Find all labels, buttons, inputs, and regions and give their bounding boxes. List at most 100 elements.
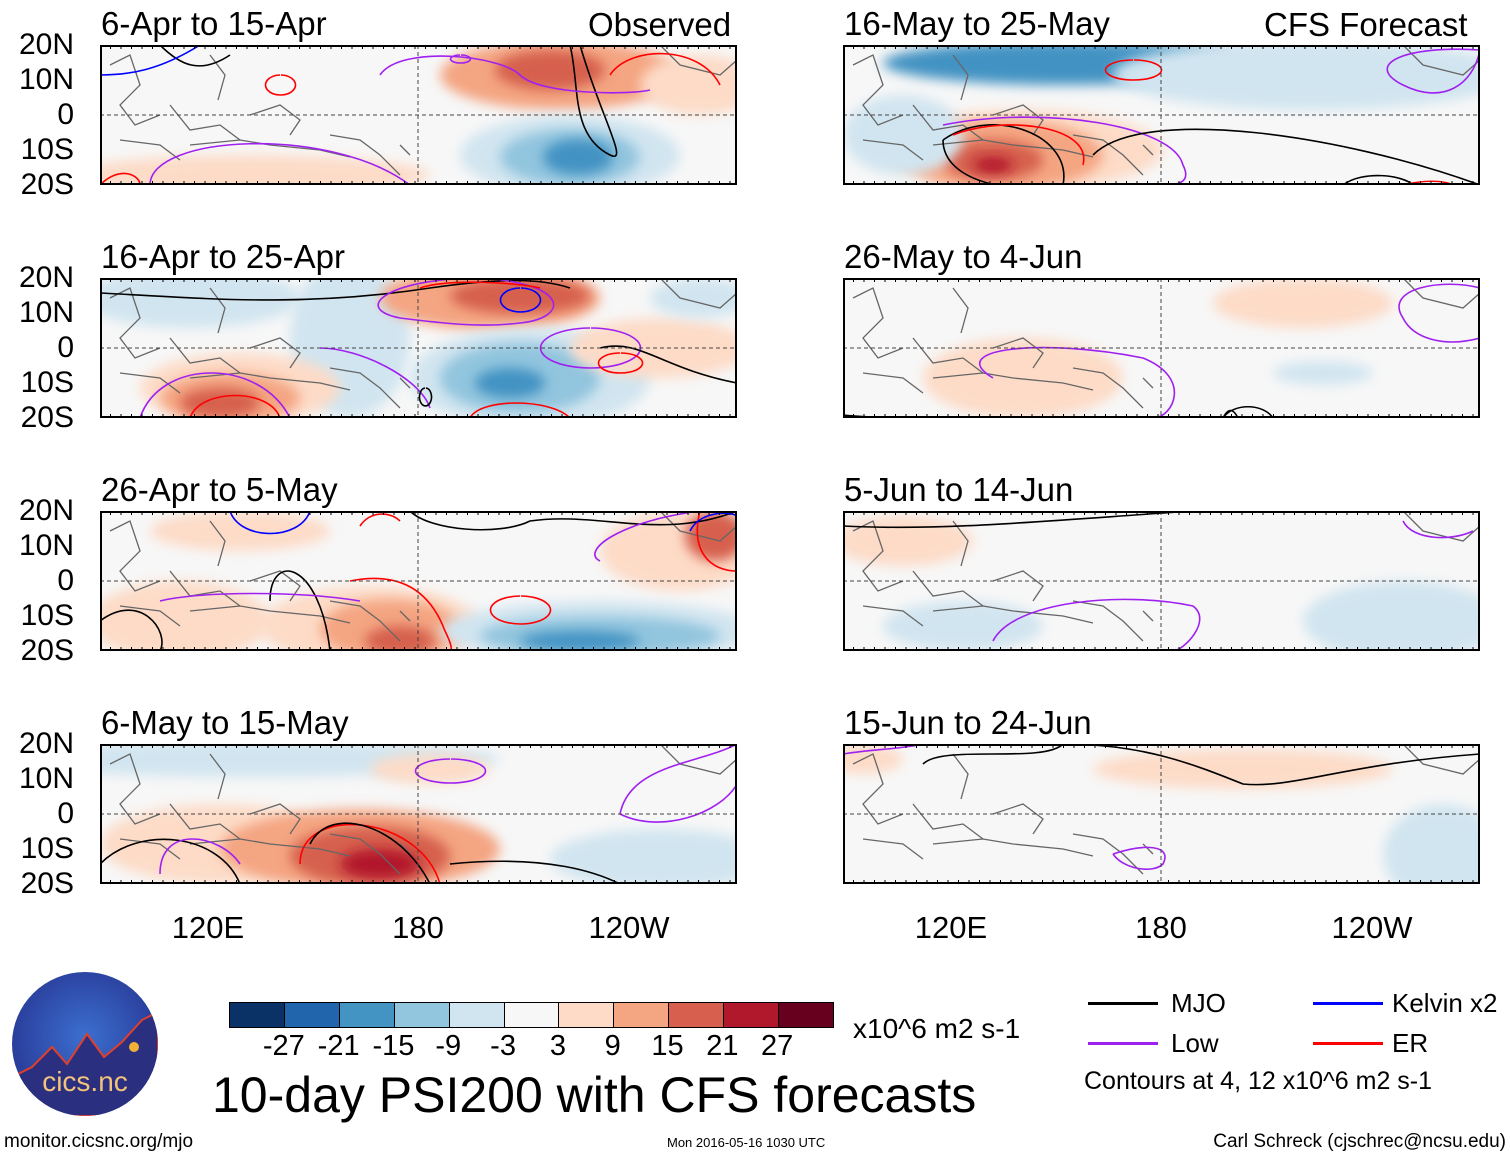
map-panel [100, 45, 737, 185]
map-panel [843, 278, 1480, 418]
anomaly-shading [650, 278, 737, 318]
logo-text: cics.nc [42, 1066, 128, 1097]
contour-line [100, 838, 241, 884]
coastline [952, 753, 969, 800]
panel-frame [100, 744, 737, 884]
coastline [1142, 610, 1154, 622]
y-tick-label: 20S [20, 867, 74, 900]
coastline [932, 372, 1094, 391]
y-tick-label: 20S [20, 401, 74, 434]
colorbar-tick-label: -3 [490, 1030, 516, 1062]
y-tick-label: 20N [18, 494, 74, 527]
coastline [659, 45, 737, 76]
panel-frame [100, 511, 737, 651]
coastline [992, 570, 1044, 602]
coastline [1142, 144, 1154, 156]
coastline [659, 744, 737, 775]
coastline [329, 134, 401, 176]
contour-line [159, 838, 241, 875]
anomaly-shading [1093, 749, 1393, 789]
anomaly-shading [100, 581, 270, 651]
coastline [912, 104, 984, 141]
coastline [109, 520, 161, 592]
coastline [249, 803, 301, 835]
contour-line [359, 513, 401, 527]
panel-title: 5-Jun to 14-Jun [844, 471, 1074, 508]
contour-line [1092, 128, 1480, 185]
colorbar-tick-label: 15 [651, 1030, 684, 1062]
contour-line [159, 592, 361, 602]
legend-label-er: ER [1392, 1028, 1429, 1058]
colorbar-swatch [614, 1003, 670, 1027]
y-tick-label: 10S [20, 366, 74, 399]
panel-frame [100, 45, 737, 185]
anomaly-shading [150, 511, 330, 551]
map-panel [843, 744, 1480, 884]
contour-line [539, 327, 642, 369]
contour-line [414, 758, 487, 784]
legend-label-mjo: MJO [1171, 988, 1226, 1018]
contour-line [159, 45, 231, 67]
anomaly-shading [923, 338, 1123, 418]
colorbar-swatch [284, 1003, 340, 1027]
contour-line [696, 511, 737, 572]
coastline [209, 54, 226, 101]
colorbar-swatch [724, 1003, 780, 1027]
y-tick-label: 10N [18, 762, 74, 795]
y-tick-label: 20N [18, 261, 74, 294]
footer-author: Carl Schreck (cjschrec@ncsu.edu) [1213, 1131, 1506, 1152]
coastline [1402, 45, 1480, 76]
coastline [992, 803, 1044, 835]
x-tick-label: 120W [1331, 910, 1413, 945]
coastline [1072, 600, 1144, 642]
panel-title: 16-May to 25-May [844, 5, 1110, 42]
coastline [862, 838, 924, 860]
contour-line [597, 352, 644, 374]
contour-line [269, 570, 331, 651]
coastline [249, 337, 301, 369]
y-tick-label: 0 [57, 564, 74, 597]
coastline [852, 287, 904, 359]
map-panel [100, 511, 737, 651]
contour-line [992, 598, 1201, 651]
anomaly-shading [1113, 45, 1480, 110]
contour-line [379, 55, 651, 94]
anomaly-shading [973, 157, 1013, 173]
figure-title: 10-day PSI200 with CFS forecasts [212, 1067, 977, 1123]
coastline [169, 104, 241, 141]
contour-line [489, 595, 552, 625]
coastline [952, 287, 969, 334]
contour-line [449, 860, 621, 884]
colorbar-swatch [394, 1003, 450, 1027]
colorbar-tick-label: 9 [604, 1030, 621, 1062]
coastline [1402, 744, 1480, 775]
coastline [1072, 833, 1144, 875]
coastline [109, 54, 161, 126]
coastline [119, 838, 181, 860]
coastline [119, 139, 181, 161]
coastline [952, 520, 969, 567]
map-panel [100, 278, 737, 418]
coastline [169, 337, 241, 374]
y-tick-label: 20S [20, 168, 74, 201]
footer-url[interactable]: monitor.cicsnc.org/mjo [4, 1131, 194, 1152]
anomaly-shading [450, 278, 590, 314]
legend-line-er [1313, 1042, 1383, 1045]
legend-line-kelvin [1313, 1002, 1383, 1005]
legend-label-kelvin: Kelvin x2 [1392, 988, 1498, 1018]
contour-line [1112, 846, 1166, 870]
coastline [209, 753, 226, 800]
anomaly-shading [1273, 361, 1373, 385]
colorbar-swatch [504, 1003, 560, 1027]
coastline [1402, 278, 1480, 309]
colorbar-tick-label: -21 [317, 1030, 360, 1062]
forecast-label: CFS Forecast [1264, 6, 1468, 43]
y-tick-label: 10S [20, 133, 74, 166]
anomaly-shading [640, 55, 737, 115]
coastline [862, 372, 924, 394]
observed-label: Observed [588, 6, 732, 43]
colorbar-swatch [339, 1003, 395, 1027]
contour-line [1222, 409, 1239, 418]
legend-line-mjo [1088, 1002, 1158, 1005]
anomaly-shading [100, 155, 430, 185]
